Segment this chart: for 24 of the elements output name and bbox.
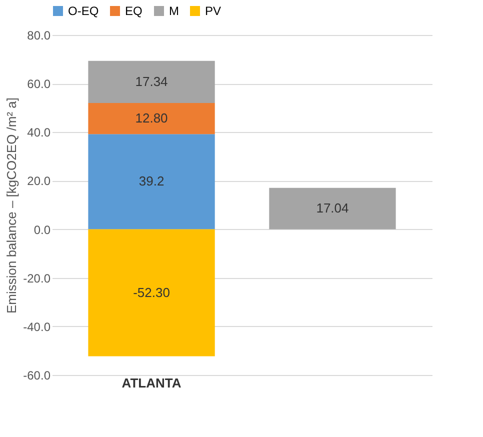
data-label: -52.30 xyxy=(133,284,170,300)
legend-label: PV xyxy=(205,4,222,18)
bar xyxy=(88,60,215,103)
y-tick-label: -20.0 xyxy=(23,271,51,286)
y-tick-label: -40.0 xyxy=(23,320,51,334)
data-label: 12.80 xyxy=(135,110,168,126)
y-axis-title: Emission balance – [kgCO2EQ /m² a] xyxy=(4,97,20,314)
legend-label: EQ xyxy=(125,4,142,18)
bar xyxy=(88,103,215,134)
bar xyxy=(88,134,215,230)
y-tick-label: -60.0 xyxy=(23,368,51,382)
data-label: 17.04 xyxy=(316,200,349,216)
data-label: 39.2 xyxy=(138,174,164,189)
y-tick-label: 0.0 xyxy=(34,222,51,237)
legend-label: O-EQ xyxy=(68,4,99,18)
y-tick-label: 60.0 xyxy=(27,77,51,92)
legend-label: M xyxy=(169,4,179,18)
bar xyxy=(269,188,396,230)
y-tick-label: 40.0 xyxy=(27,126,51,140)
bar xyxy=(88,229,215,356)
x-tick-label: ATLANTA xyxy=(122,376,182,390)
y-tick-label: 20.0 xyxy=(27,174,51,188)
data-label: 17.34 xyxy=(135,74,168,89)
y-tick-label: 80.0 xyxy=(27,28,51,42)
